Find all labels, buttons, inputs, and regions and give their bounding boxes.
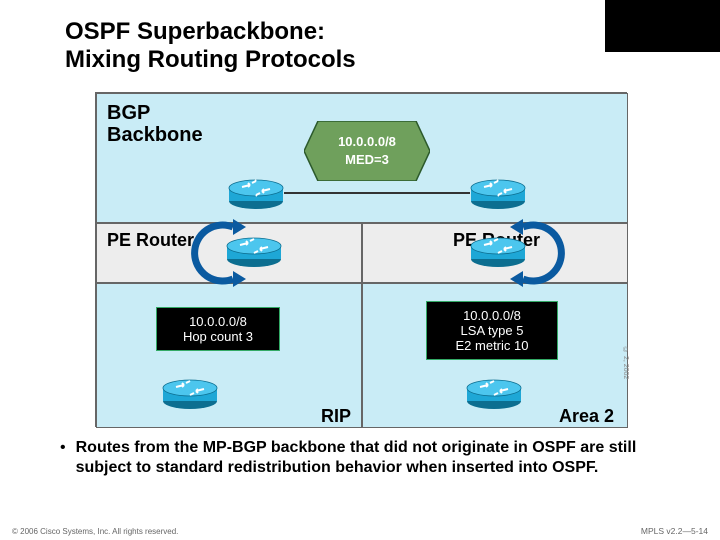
footer: © 2006 Cisco Systems, Inc. All rights re… [0,522,720,540]
router-icon-rip [162,379,218,411]
rip-box-line2: Hop count 3 [167,329,269,344]
corner-black-box [605,0,720,52]
rip-route-box: 10.0.0.0/8 Hop count 3 [156,307,280,351]
course-code: MPLS v2.2—5-14 [641,526,708,536]
redistribution-arc-left [178,217,248,289]
ospf-route-box: 10.0.0.0/8 LSA type 5 E2 metric 10 [426,301,558,360]
med-line1: 10.0.0.0/8 [338,134,396,149]
bullet-dot-icon: • [60,438,66,458]
rip-box-line1: 10.0.0.0/8 [167,314,269,329]
router-icon-area2 [466,379,522,411]
ospf-box-line2: LSA type 5 [437,323,547,338]
med-hexagon: 10.0.0.0/8 MED=3 [304,121,430,181]
med-line2: MED=3 [345,152,389,167]
ospf-box-line1: 10.0.0.0/8 [437,308,547,323]
watermark: © 2, 2002 [622,347,629,379]
router-icon-bgp-right [470,179,526,211]
slide: OSPF Superbackbone: Mixing Routing Proto… [0,0,720,540]
bullet-item: • Routes from the MP-BGP backbone that d… [60,438,660,479]
bullet-text: Routes from the MP-BGP backbone that did… [76,438,660,479]
ospf-box-line3: E2 metric 10 [437,338,547,353]
copyright-text: © 2006 Cisco Systems, Inc. All rights re… [12,527,178,536]
router-icon-bgp-left [228,179,284,211]
network-diagram: BGP Backbone PE Router PE Router RIP Are… [95,92,627,427]
redistribution-arc-right [508,217,578,289]
bullet-list: • Routes from the MP-BGP backbone that d… [60,438,660,479]
